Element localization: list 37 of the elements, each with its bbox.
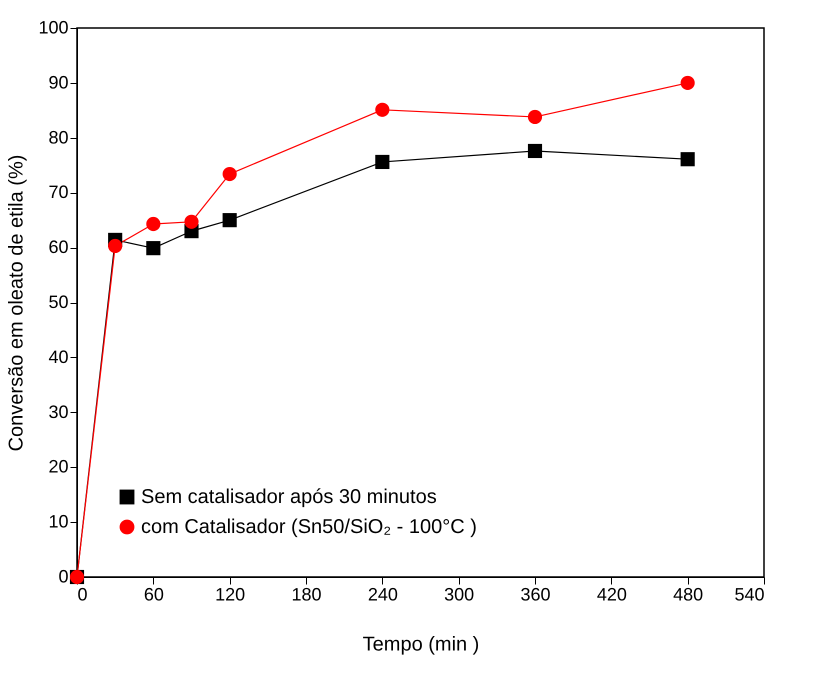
point [680, 76, 695, 90]
point [528, 110, 542, 124]
x-tick-label: 540 [734, 584, 764, 604]
y-tick-label: 80 [48, 127, 68, 148]
point [528, 144, 542, 158]
y-axis-title: Conversão em oleato de etila (%) [5, 154, 28, 452]
legend-label: Sem catalisador após 30 minutos [141, 486, 437, 508]
point [108, 238, 122, 254]
y-tick-label: 90 [48, 72, 68, 92]
point [184, 214, 199, 229]
y-tick-label: 40 [48, 346, 68, 367]
point [375, 102, 390, 117]
y-tick-label: 0 [58, 566, 68, 586]
x-tick-label: 120 [215, 584, 246, 604]
y-tick-label: 30 [48, 402, 68, 422]
point [146, 216, 160, 232]
x-tick-label: 180 [291, 584, 322, 604]
legend-label: com Catalisador (Sn50/SiO₂ - 100°C ) [141, 516, 477, 538]
y-tick-label: 100 [38, 18, 68, 38]
y-tick-label: 20 [48, 456, 68, 477]
y-tick-label: 10 [48, 512, 68, 532]
x-axis-title: Tempo (min ) [362, 634, 480, 656]
point [146, 241, 160, 256]
x-tick-label: 60 [144, 584, 164, 604]
x-tick-label: 480 [673, 584, 704, 604]
point [222, 213, 237, 228]
x-tick-label: 420 [596, 584, 627, 604]
y-tick-label: 60 [48, 237, 68, 258]
point [680, 152, 695, 166]
x-tick-label: 0 [78, 584, 88, 604]
point [375, 154, 390, 170]
point [222, 166, 237, 182]
y-tick-label: 70 [48, 182, 68, 202]
y-tick-label: 50 [48, 292, 68, 312]
x-tick-label: 240 [368, 584, 398, 604]
x-tick-label: 360 [520, 584, 551, 604]
x-tick-label: 300 [444, 584, 474, 604]
